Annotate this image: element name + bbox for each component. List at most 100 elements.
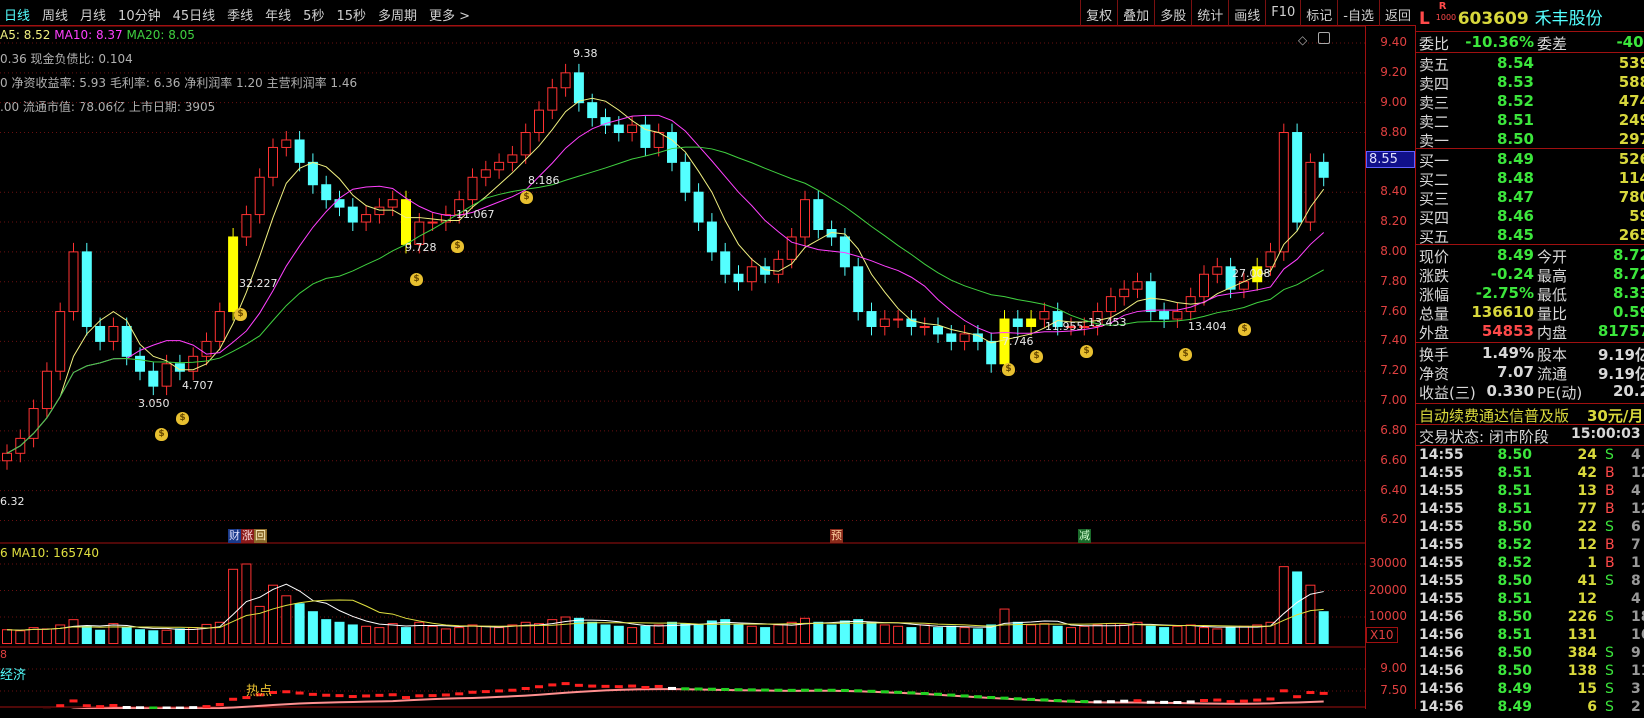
- volume-bar: [1160, 628, 1169, 644]
- chart-annotation: 13.404: [1188, 320, 1227, 333]
- indicator-bar: [921, 692, 929, 695]
- kline-chart[interactable]: [0, 0, 1365, 709]
- chart-annotation: 6.32: [0, 495, 25, 508]
- indicator-bar: [854, 689, 862, 692]
- chart-annotation: 4.707: [182, 379, 214, 392]
- volume-bar: [1080, 626, 1089, 643]
- indicator-bar: [907, 691, 915, 694]
- indicator-bar: [1320, 692, 1328, 695]
- tick-count: 3: [1631, 681, 1641, 697]
- tick-count: 4: [1631, 591, 1641, 607]
- candle: [814, 200, 823, 230]
- tick-volume: 226: [1568, 609, 1597, 625]
- ask-volume: 474: [1619, 92, 1644, 110]
- bid-row: 买一8.49526: [1419, 150, 1644, 169]
- indicator-bar: [402, 696, 410, 699]
- indicator-bar: [429, 694, 437, 697]
- signal-marker[interactable]: 回: [254, 529, 267, 543]
- candle: [1279, 133, 1288, 252]
- candle: [747, 267, 756, 282]
- tick-time: 14:56: [1419, 609, 1464, 625]
- tick-time: 14:56: [1419, 699, 1464, 715]
- indicator-bar: [362, 694, 370, 697]
- panel-toggle-icon[interactable]: [1318, 32, 1330, 44]
- ask-volume: 588: [1619, 73, 1644, 91]
- volume-bar: [1186, 625, 1195, 644]
- chart-annotation: 8.186: [528, 174, 560, 187]
- indicator-bar: [70, 699, 78, 702]
- bid-volume: 265: [1619, 226, 1644, 244]
- tick-volume: 22: [1578, 519, 1597, 535]
- money-bag-icon[interactable]: $: [1030, 350, 1043, 363]
- indicator-bar: [1227, 700, 1235, 703]
- indicator-bar: [282, 690, 290, 693]
- volume-bar: [734, 625, 743, 644]
- volume-bar: [282, 596, 291, 644]
- money-bag-icon[interactable]: $: [520, 191, 533, 204]
- volume-bar: [1173, 626, 1182, 643]
- stat-value: 54853: [1482, 322, 1534, 340]
- money-bag-icon[interactable]: $: [1080, 345, 1093, 358]
- volume-axis-label: 30000: [1369, 556, 1407, 570]
- volume-bar: [229, 569, 238, 643]
- candle: [707, 222, 716, 252]
- money-bag-icon[interactable]: $: [155, 428, 168, 441]
- signal-marker[interactable]: 减: [1078, 529, 1091, 543]
- candle: [322, 185, 331, 200]
- candle: [1120, 289, 1129, 296]
- volume-bar: [295, 604, 304, 644]
- volume-bar: [82, 626, 91, 643]
- volume-bar: [894, 626, 903, 643]
- promo-text[interactable]: 自动续费通达信普及版: [1419, 405, 1569, 426]
- signal-marker[interactable]: 财: [228, 529, 241, 543]
- tick-volume: 12: [1578, 591, 1597, 607]
- tick-price: 8.50: [1497, 573, 1532, 589]
- candle: [641, 125, 650, 147]
- fundamental-value: 9.19亿: [1598, 344, 1644, 365]
- volume-bar: [973, 629, 982, 644]
- tick-price: 8.50: [1497, 663, 1532, 679]
- candle: [1106, 297, 1115, 312]
- ask-volume: 297: [1619, 130, 1644, 148]
- toolbar-button-8[interactable]: 返回: [1379, 0, 1416, 26]
- volume-bar: [574, 618, 583, 643]
- money-bag-icon[interactable]: $: [234, 308, 247, 321]
- chart-annotation: 27.008: [1232, 267, 1271, 280]
- money-bag-icon[interactable]: $: [451, 240, 464, 253]
- tick-count: 9: [1631, 645, 1641, 661]
- money-bag-icon[interactable]: $: [1238, 323, 1251, 336]
- chart-annotation: 11.955: [1045, 320, 1084, 333]
- indicator-bar: [868, 690, 876, 693]
- candle: [574, 73, 583, 103]
- signal-marker[interactable]: 预: [830, 529, 843, 543]
- flag-num: 1000: [1436, 13, 1456, 22]
- tick-time: 14:56: [1419, 645, 1464, 661]
- candle: [269, 147, 278, 177]
- signal-marker[interactable]: 涨: [241, 529, 254, 543]
- diamond-icon[interactable]: ◇: [1298, 33, 1307, 47]
- indicator-bar: [947, 694, 955, 697]
- indicator-bar: [1187, 700, 1195, 703]
- tick-side: B: [1605, 465, 1615, 481]
- promo-row[interactable]: 自动续费通达信普及版 30元/月: [1419, 405, 1644, 424]
- money-bag-icon[interactable]: $: [1179, 348, 1192, 361]
- fundamental-label: PE(动): [1537, 382, 1582, 403]
- indicator-bar: [1027, 698, 1035, 701]
- money-bag-icon[interactable]: $: [1002, 363, 1015, 376]
- stock-name[interactable]: 禾丰股份: [1535, 9, 1603, 29]
- ask-label: 卖四: [1419, 73, 1449, 94]
- money-bag-icon[interactable]: $: [410, 273, 423, 286]
- tick-price: 8.50: [1497, 447, 1532, 463]
- ask-row: 卖四8.53588: [1419, 73, 1644, 92]
- indicator-bar: [615, 685, 623, 688]
- volume-bar: [348, 625, 357, 644]
- candle: [375, 207, 384, 214]
- money-bag-icon[interactable]: $: [176, 412, 189, 425]
- candle: [1160, 312, 1169, 319]
- tick-side: S: [1605, 609, 1614, 625]
- candle: [880, 319, 889, 326]
- promo-price[interactable]: 30元/月: [1587, 405, 1643, 426]
